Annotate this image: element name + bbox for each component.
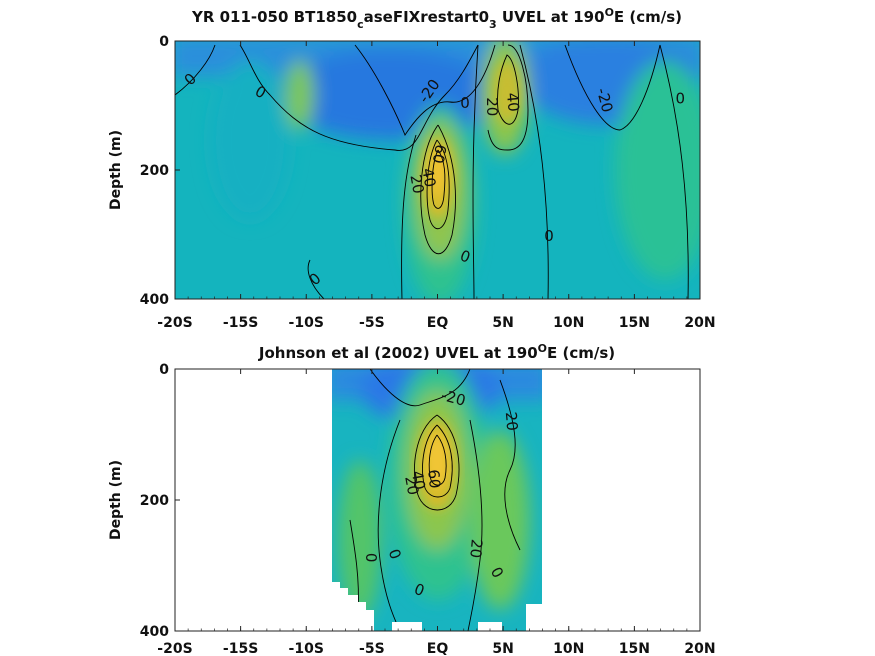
chart-title-1: YR 011-050 BT1850caseFIXrestart03 UVEL a… <box>191 6 682 31</box>
contour-label: 20 <box>406 173 427 195</box>
contour-label: -20 <box>439 386 467 410</box>
y-tick-label: 0 <box>159 362 169 378</box>
contour-lines-2 <box>349 369 521 631</box>
x-tick-label: EQ <box>427 641 449 656</box>
y-axis-ticks-1: 0 200 400 <box>140 34 180 308</box>
chart-panel-1: YR 011-050 BT1850caseFIXrestart03 UVEL a… <box>108 6 716 331</box>
contour-label: 20 <box>502 411 522 432</box>
x-tick-label: 20N <box>684 315 715 331</box>
contour-label: 0 <box>676 90 686 108</box>
y-tick-label: 400 <box>140 624 169 640</box>
x-tick-label: 20N <box>684 641 715 656</box>
contour-label: 40 <box>503 92 523 113</box>
x-tick-label: -10S <box>289 641 324 656</box>
x-tick-label: 10N <box>553 315 584 331</box>
contour-label: -20 <box>593 86 617 114</box>
x-tick-label: 5N <box>492 641 513 656</box>
chart-panel-2: Johnson et al (2002) UVEL at 190OE (cm/s… <box>108 342 716 656</box>
x-tick-label: 10N <box>553 641 584 656</box>
heatmap-field-1 <box>175 41 700 299</box>
y-axis-ticks-2: 0 200 400 <box>140 362 180 640</box>
contour-label: 0 <box>460 94 470 112</box>
y-tick-label: 200 <box>140 493 169 509</box>
contour-label: 60 <box>424 469 444 490</box>
contour-label: 20 <box>466 538 486 559</box>
contour-label: 20 <box>401 475 422 497</box>
x-tick-label: -15S <box>223 315 258 331</box>
x-axis-ticks-1: -20S -15S -10S -5S EQ 5N 10N 15N 20N <box>157 41 716 331</box>
x-tick-label: 15N <box>619 315 650 331</box>
y-axis-label-2: Depth (m) <box>108 460 124 540</box>
x-tick-label: -20S <box>157 641 192 656</box>
contour-lines-1 <box>175 44 689 299</box>
contour-label: 40 <box>408 469 429 491</box>
contour-label: 0 <box>362 553 380 563</box>
chart-title-2: Johnson et al (2002) UVEL at 190OE (cm/s… <box>258 342 615 362</box>
x-tick-label: -5S <box>359 315 385 331</box>
contour-label: 20 <box>483 97 501 116</box>
y-axis-label-1: Depth (m) <box>108 130 124 210</box>
x-tick-label: -15S <box>223 641 258 656</box>
contour-label: 60 <box>429 143 450 165</box>
contour-label: 40 <box>418 167 439 189</box>
x-tick-label: -10S <box>289 315 324 331</box>
y-tick-label: 400 <box>140 292 169 308</box>
y-tick-label: 200 <box>140 163 169 179</box>
x-axis-ticks-2: -20S -15S -10S -5S EQ 5N 10N 15N 20N <box>157 369 716 656</box>
x-tick-label: -20S <box>157 315 192 331</box>
y-tick-label: 0 <box>159 34 169 50</box>
x-tick-label: EQ <box>427 315 449 331</box>
x-tick-label: 15N <box>619 641 650 656</box>
x-tick-label: 5N <box>492 315 513 331</box>
heatmap-field-2 <box>332 369 542 631</box>
x-tick-label: -5S <box>359 641 385 656</box>
contour-label: 0 <box>544 227 554 245</box>
